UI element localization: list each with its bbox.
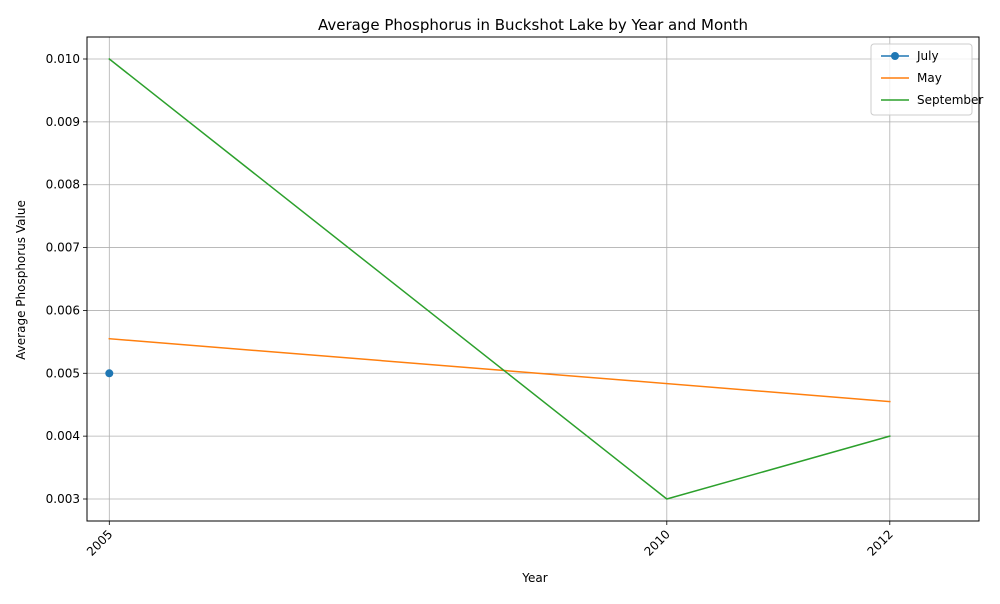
legend: July May September: [870, 43, 983, 116]
legend-label-may: May: [917, 71, 942, 85]
y-tick-label: 0.004: [46, 429, 80, 443]
data-point-july: [105, 369, 114, 378]
legend-frame: [870, 43, 973, 116]
y-tick-label: 0.006: [46, 303, 80, 317]
legend-label-july: July: [916, 49, 939, 63]
y-axis-ticks: 0.003 0.004 0.005 0.006 0.007 0.008 0.009 0.010: [46, 52, 87, 506]
legend-marker-july: [891, 52, 899, 60]
y-tick-label: 0.010: [46, 52, 80, 66]
y-axis-label: Average Phosphorus Value: [14, 200, 28, 360]
plot-frame: [86, 36, 980, 522]
series-line-may: [108, 337, 891, 403]
x-axis-label: Year: [521, 571, 547, 585]
y-tick-label: 0.005: [46, 366, 80, 380]
y-tick-label: 0.008: [46, 178, 80, 192]
series-line-september: [108, 57, 891, 500]
chart-title: Average Phosphorus in Buckshot Lake by Y…: [318, 16, 748, 34]
series-lines: [105, 57, 891, 500]
legend-label-september: September: [917, 93, 983, 107]
y-tick-label: 0.007: [46, 241, 80, 255]
y-tick-label: 0.009: [46, 115, 80, 129]
y-tick-label: 0.003: [46, 492, 80, 506]
